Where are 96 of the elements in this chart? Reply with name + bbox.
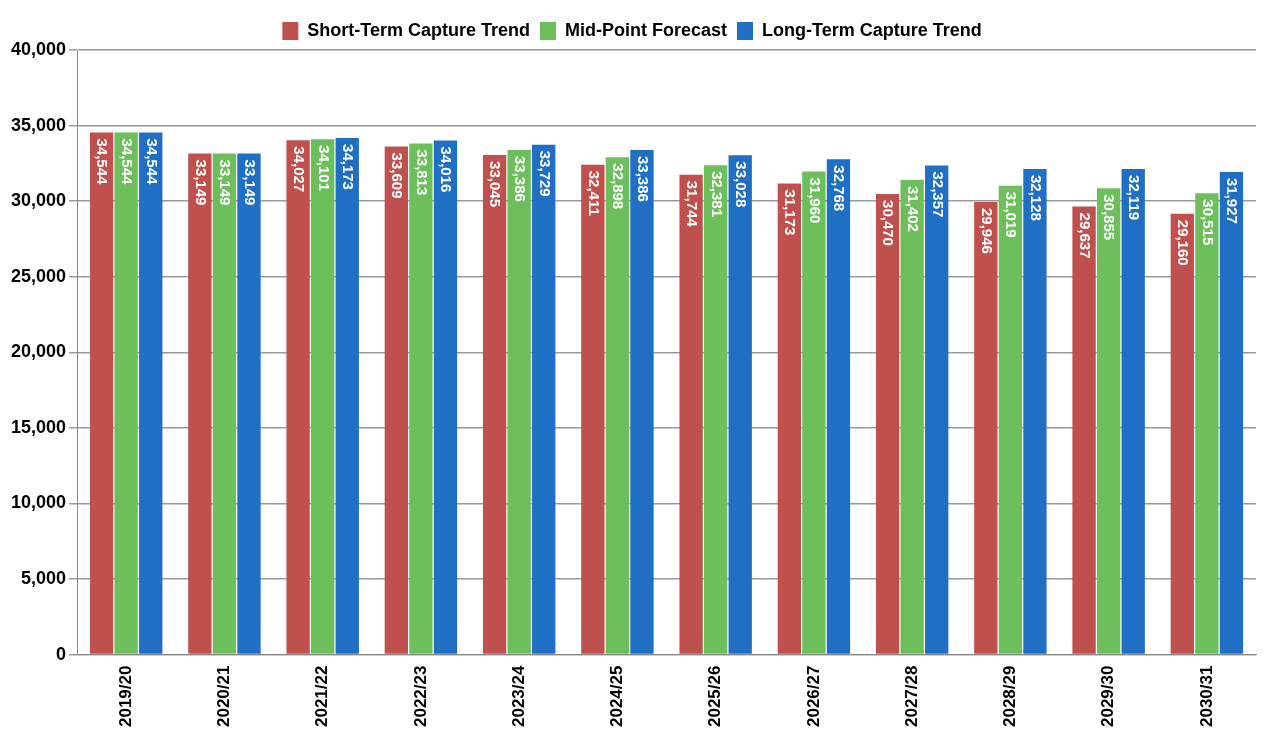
bar — [826, 159, 851, 654]
bar — [974, 201, 998, 654]
bar — [335, 138, 359, 654]
data-label: 32,357 — [929, 171, 947, 218]
bar — [1072, 206, 1096, 654]
data-label: 31,402 — [905, 185, 922, 232]
bar — [237, 153, 261, 654]
data-label: 32,119 — [1126, 175, 1144, 221]
bar — [212, 153, 237, 654]
data-label: 33,028 — [733, 161, 751, 208]
x-tick-label: 2025/26 — [705, 665, 725, 727]
data-label: 31,019 — [1003, 191, 1021, 238]
bar — [900, 179, 924, 654]
data-label: 33,149 — [192, 159, 210, 206]
bar — [89, 132, 114, 654]
data-label: 33,386 — [634, 155, 652, 202]
data-label: 32,381 — [708, 171, 726, 218]
data-label: 32,411 — [585, 170, 603, 216]
bar — [703, 165, 728, 654]
bar — [1096, 188, 1121, 654]
data-label: 32,128 — [1027, 174, 1045, 221]
data-label: 33,045 — [487, 161, 505, 208]
bar — [114, 132, 138, 654]
bar — [605, 157, 630, 654]
data-label: 30,855 — [1101, 194, 1119, 241]
bar — [1121, 169, 1145, 654]
data-label: 34,544 — [119, 138, 137, 185]
data-label: 33,149 — [217, 159, 235, 206]
data-label: 31,173 — [782, 189, 800, 236]
x-tick-label: 2027/28 — [901, 665, 921, 727]
y-tick-label: 20,000 — [10, 341, 67, 362]
x-tick-label: 2026/27 — [803, 665, 823, 727]
data-label: 34,544 — [143, 138, 161, 185]
x-tick-label: 2028/29 — [1000, 665, 1020, 727]
data-label: 29,160 — [1175, 219, 1193, 266]
bar — [630, 149, 654, 654]
data-label: 34,101 — [315, 145, 333, 192]
y-tick-label: 40,000 — [10, 38, 67, 59]
bar — [1219, 172, 1244, 654]
data-label: 31,960 — [806, 177, 824, 224]
data-label: 33,149 — [241, 159, 259, 206]
bar — [482, 155, 507, 654]
x-tick-label: 2020/21 — [214, 665, 234, 727]
data-label: 33,386 — [512, 155, 530, 202]
bar — [802, 171, 826, 654]
y-tick-label: 5,000 — [21, 567, 67, 588]
data-label: 34,173 — [340, 144, 358, 190]
legend-label: Short-Term Capture Trend — [307, 19, 531, 40]
legend-label: Long-Term Capture Trend — [762, 19, 982, 40]
bar — [1195, 193, 1219, 654]
bar — [188, 153, 212, 654]
bar — [777, 183, 801, 654]
y-tick-label: 35,000 — [10, 114, 67, 135]
data-label: 34,027 — [290, 146, 308, 193]
y-tick-label: 30,000 — [10, 190, 67, 211]
bar — [139, 132, 163, 654]
data-label: 32,898 — [610, 163, 628, 210]
bar — [728, 155, 752, 654]
bar — [311, 139, 335, 654]
bar — [384, 146, 409, 654]
data-label: 33,813 — [413, 149, 431, 196]
data-label: 30,515 — [1199, 199, 1217, 246]
data-label: 29,946 — [978, 207, 996, 254]
bar — [433, 140, 458, 654]
data-label: 34,016 — [438, 146, 456, 193]
data-label: 31,744 — [683, 180, 701, 228]
y-tick-label: 15,000 — [10, 416, 67, 437]
bar — [679, 174, 703, 654]
data-label: 33,609 — [389, 152, 407, 199]
bar — [998, 185, 1023, 654]
bar — [507, 149, 531, 654]
x-tick-label: 2019/20 — [115, 665, 135, 727]
x-tick-label: 2021/22 — [312, 665, 332, 727]
x-tick-label: 2023/24 — [508, 665, 528, 727]
bar — [286, 140, 310, 654]
bar — [1023, 168, 1047, 654]
y-tick-label: 10,000 — [10, 492, 67, 513]
data-label: 30,470 — [880, 200, 898, 246]
bar — [532, 144, 556, 654]
data-label: 34,544 — [94, 138, 112, 185]
x-tick-label: 2022/23 — [410, 665, 430, 727]
data-label: 33,729 — [536, 150, 554, 197]
bar — [1170, 213, 1194, 654]
data-label: 32,768 — [831, 165, 849, 212]
y-tick-label: 25,000 — [10, 265, 67, 286]
x-tick-label: 2024/25 — [607, 665, 627, 727]
bar — [581, 164, 605, 654]
data-label: 29,637 — [1076, 212, 1094, 259]
y-tick-label: 0 — [56, 643, 67, 664]
x-tick-label: 2029/30 — [1098, 665, 1118, 727]
bar — [925, 165, 949, 654]
bar — [409, 143, 433, 654]
legend-label: Mid-Point Forecast — [565, 19, 728, 40]
data-label: 31,927 — [1224, 178, 1242, 224]
x-tick-label: 2030/31 — [1196, 665, 1216, 727]
bar — [875, 194, 900, 654]
